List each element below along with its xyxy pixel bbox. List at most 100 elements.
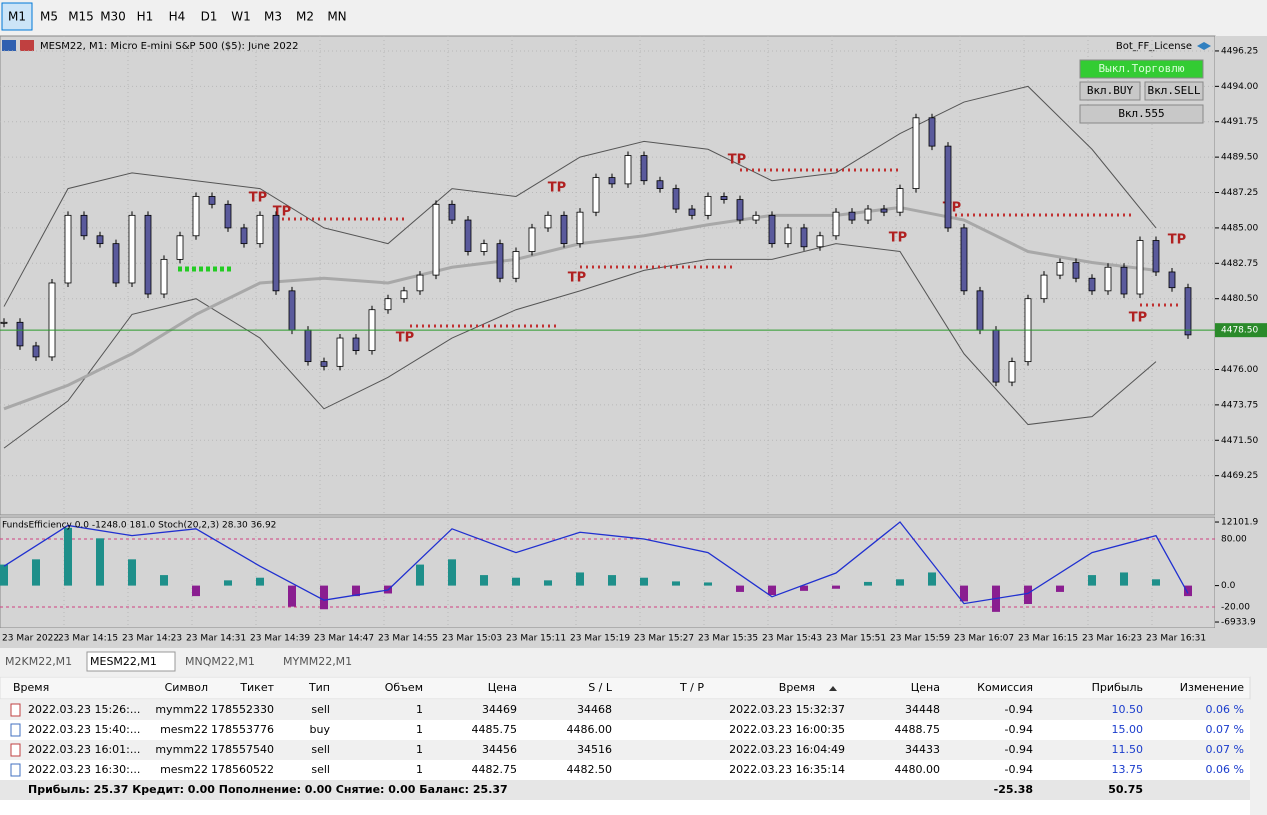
table-row[interactable]	[0, 740, 1250, 760]
column-header[interactable]: Тип	[308, 681, 330, 694]
candle	[80, 214, 88, 237]
candle	[288, 290, 296, 331]
candle	[0, 321, 8, 324]
timeframe-label[interactable]: MN	[327, 10, 346, 24]
chart-title: MESM22, M1: Micro E-mini S&P 500 ($5): J…	[40, 41, 298, 52]
table-row[interactable]	[0, 720, 1250, 740]
button-label[interactable]: Выкл.Торговлю	[1098, 62, 1184, 75]
cell: 1	[416, 703, 423, 716]
control-button[interactable]	[1079, 81, 1141, 101]
summary-commission: -25.38	[994, 783, 1033, 796]
timeframe-button[interactable]	[130, 3, 160, 30]
indicator-tick-label: 0.0	[1221, 581, 1236, 591]
column-header[interactable]: T / P	[679, 681, 704, 694]
button-label[interactable]: Вкл.555	[1118, 107, 1164, 120]
column-header[interactable]: Тикет	[239, 681, 274, 694]
price-tick-label: 4476.00	[1221, 365, 1258, 375]
timeframe-label[interactable]: M15	[68, 10, 94, 24]
timeframe-button[interactable]	[1, 2, 33, 31]
time-label: 23 Mar 14:55	[378, 634, 438, 644]
cell: 34448	[905, 703, 940, 716]
time-label: 23 Mar 15:03	[442, 634, 502, 644]
timeframe-button[interactable]	[66, 3, 96, 30]
summary-profit: 50.75	[1108, 783, 1143, 796]
tab-active[interactable]	[86, 651, 176, 672]
timeframe-label[interactable]: D1	[201, 10, 218, 24]
column-header[interactable]: Прибыль	[1092, 681, 1143, 694]
timeframe-button[interactable]	[226, 3, 256, 30]
tab-label[interactable]: MNQM22,M1	[185, 655, 255, 668]
histogram-bar	[928, 572, 936, 586]
cell: 2022.03.23 16:00:35	[729, 723, 845, 736]
candle	[224, 203, 232, 229]
price-tick-label: 4471.50	[1221, 436, 1258, 446]
scrollbar	[1250, 676, 1267, 815]
tab-bar	[0, 652, 1267, 672]
control-button[interactable]	[1079, 104, 1204, 124]
column-header[interactable]: Комиссия	[977, 681, 1033, 694]
control-button[interactable]	[1079, 59, 1204, 79]
candle	[160, 258, 168, 295]
timeframe-button[interactable]	[290, 3, 320, 30]
column-header[interactable]: Изменение	[1180, 681, 1244, 694]
candle	[864, 208, 872, 221]
indicator-tick-label: -6933.9	[1221, 618, 1256, 628]
histogram-bar	[608, 575, 616, 586]
candle	[320, 361, 328, 367]
control-button[interactable]	[1144, 81, 1204, 101]
timeframe-label[interactable]: M3	[264, 10, 282, 24]
column-header[interactable]: Объем	[385, 681, 423, 694]
button-label[interactable]: Вкл.BUY	[1087, 84, 1134, 97]
cell: 34468	[577, 703, 612, 716]
column-header[interactable]: Цена	[488, 681, 517, 694]
histogram-bar	[32, 559, 40, 586]
column-header[interactable]: Символ	[165, 681, 208, 694]
timeframe-label[interactable]: W1	[231, 10, 251, 24]
license-label: Bot_FF_License	[1116, 41, 1192, 52]
candle	[1104, 266, 1112, 292]
timeframe-label[interactable]: H1	[137, 10, 154, 24]
cell: 2022.03.23 16:30:...	[28, 763, 140, 776]
timeframe-button[interactable]	[34, 3, 64, 30]
timeframe-button[interactable]	[258, 3, 288, 30]
candle	[928, 117, 936, 147]
column-header[interactable]: Цена	[911, 681, 940, 694]
time-label: 23 Mar 14:39	[250, 634, 310, 644]
time-label: 23 Mar 16:07	[954, 634, 1014, 644]
candle	[1152, 240, 1160, 273]
tp-label: TP	[1129, 311, 1147, 326]
candle	[416, 274, 424, 292]
timeframe-label[interactable]: M2	[296, 10, 314, 24]
current-price-box	[1215, 323, 1267, 338]
button-label[interactable]: Вкл.SELL	[1148, 84, 1201, 97]
tab-label[interactable]: M2KM22,M1	[5, 655, 72, 668]
timeframe-button[interactable]	[194, 3, 224, 30]
tab-label[interactable]: MESM22,M1	[90, 655, 157, 668]
timeframe-label[interactable]: H4	[169, 10, 186, 24]
timeframe-label[interactable]: M1	[8, 10, 26, 24]
table-row[interactable]	[0, 760, 1250, 780]
timeframe-button[interactable]	[162, 3, 192, 30]
cell: 4486.00	[567, 723, 613, 736]
column-header[interactable]: Время	[779, 681, 815, 694]
candle	[48, 282, 56, 358]
price-tick-label: 4485.00	[1221, 223, 1258, 233]
histogram-bar	[1184, 585, 1192, 597]
timeframe-label[interactable]: M30	[100, 10, 126, 24]
cell: 1	[416, 763, 423, 776]
tab-label[interactable]: MYMM22,M1	[283, 655, 352, 668]
cell: 2022.03.23 15:32:37	[729, 703, 845, 716]
column-header[interactable]: Время	[13, 681, 49, 694]
histogram-bar	[704, 582, 712, 586]
column-header[interactable]: S / L	[588, 681, 613, 694]
cell: 2022.03.23 16:04:49	[729, 743, 845, 756]
table-row[interactable]	[0, 700, 1250, 720]
timeframe-button[interactable]	[98, 3, 128, 30]
timeframe-button[interactable]	[322, 3, 352, 30]
histogram-bar	[160, 575, 168, 586]
chart-icon	[2, 40, 16, 51]
candle	[720, 196, 728, 200]
candle	[1056, 262, 1064, 276]
timeframe-label[interactable]: M5	[40, 10, 58, 24]
